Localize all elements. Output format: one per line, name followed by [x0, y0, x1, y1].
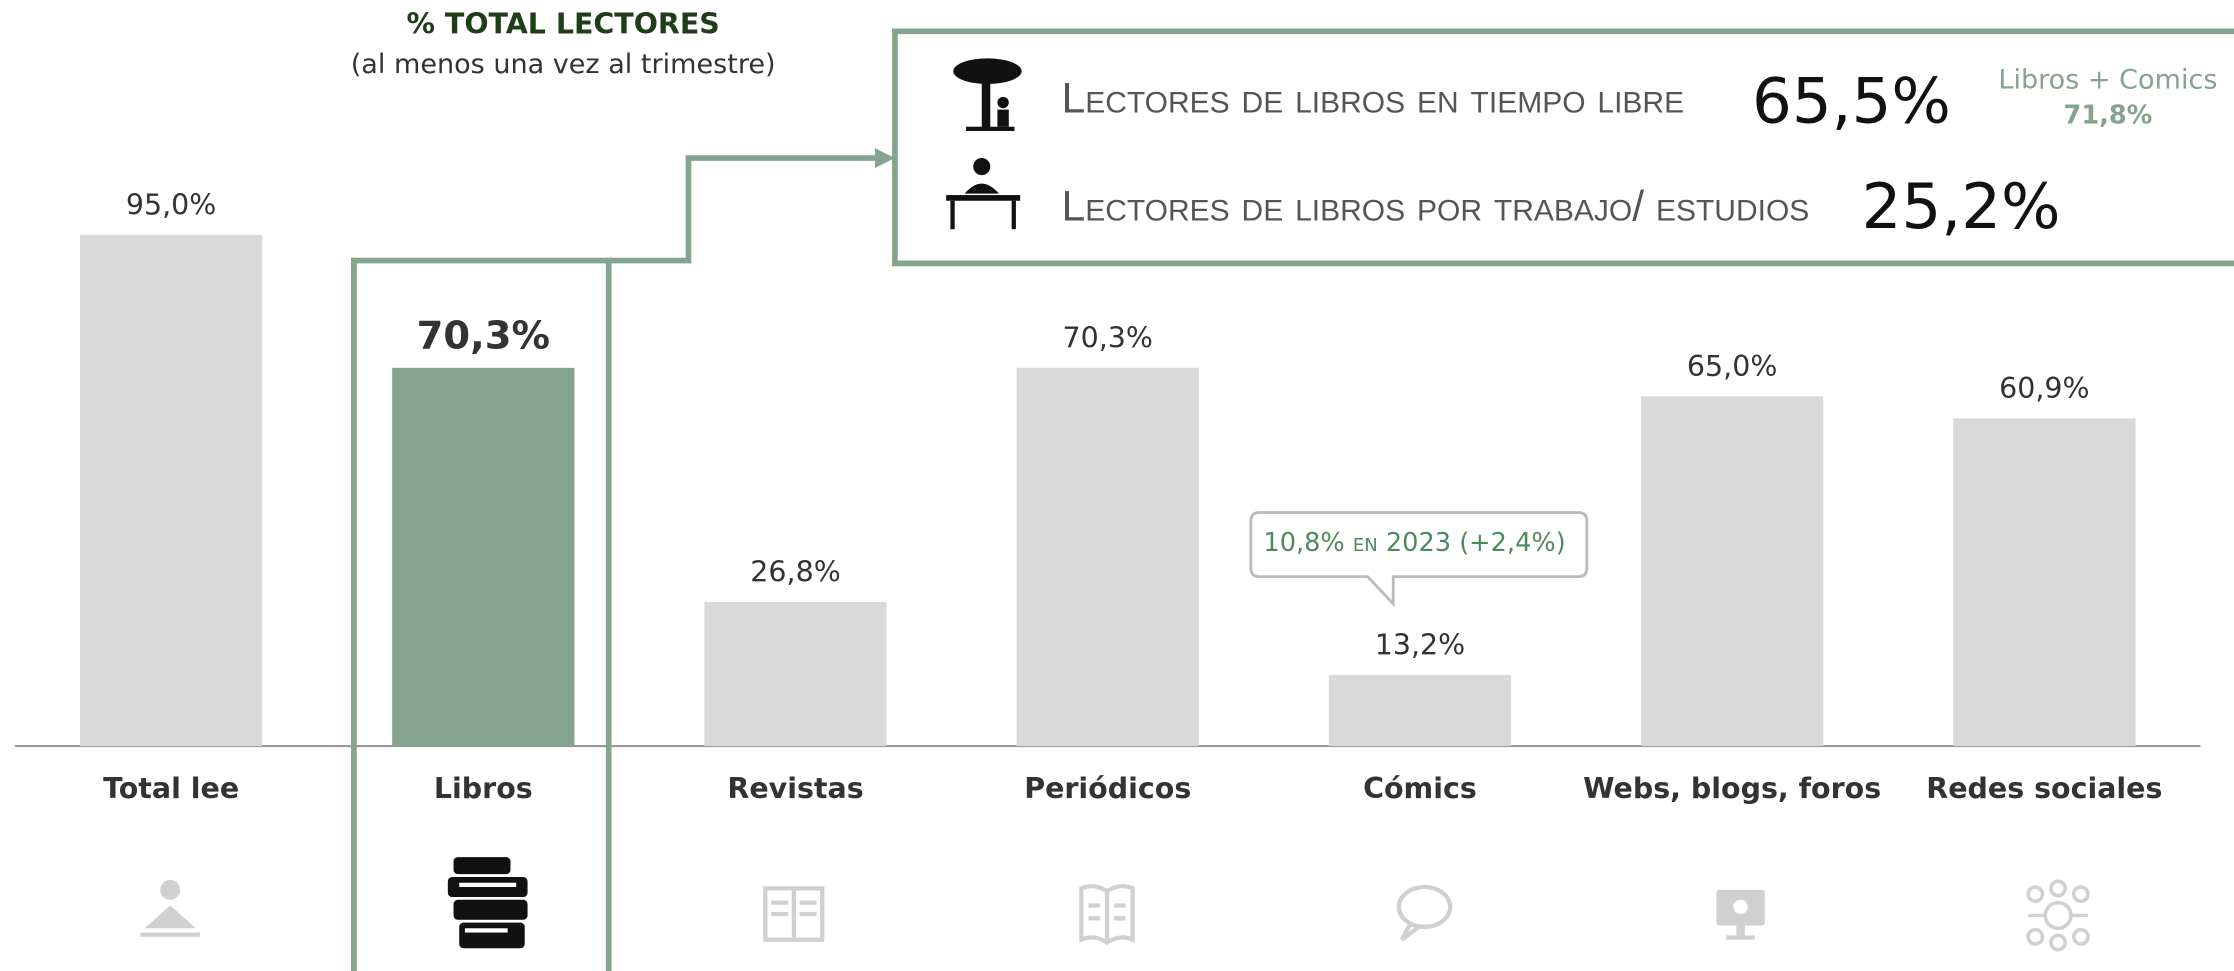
chart-title: % TOTAL LECTORES — [406, 8, 719, 41]
social-icon — [2026, 879, 2090, 952]
desk-reader-icon — [946, 158, 1021, 230]
value-label: 65,0% — [1687, 350, 1777, 383]
chart-subtitle: (al menos una vez al trimestre) — [351, 49, 776, 80]
bar — [1641, 396, 1824, 747]
bar — [1016, 367, 1199, 747]
value-label: 95,0% — [126, 188, 216, 221]
leisure-value: 65,5% — [1752, 64, 1951, 137]
info-box — [892, 28, 2234, 267]
value-label: 60,9% — [1999, 372, 2089, 405]
callout-bubble — [1249, 511, 1589, 608]
connector — [608, 155, 881, 264]
bar — [79, 234, 263, 747]
value-label: 70,3% — [417, 313, 550, 358]
callout-text: 10,8% en 2023 (+2,4%) — [1263, 528, 1565, 558]
combined-label: Libros + Comics — [1998, 65, 2217, 96]
connector-arrow — [874, 148, 895, 169]
bar — [392, 367, 575, 747]
newspaper-icon — [1079, 884, 1135, 946]
value-label: 70,3% — [1063, 321, 1153, 354]
highlight-frame — [351, 257, 612, 971]
x-tick-label: Total lee — [103, 772, 239, 805]
combined-value: 71,8% — [2064, 101, 2153, 131]
x-tick-label: Redes sociales — [1926, 772, 2162, 805]
web-icon — [1716, 889, 1765, 940]
x-tick-label: Cómics — [1363, 772, 1477, 805]
bar — [704, 601, 887, 747]
x-tick-label: Libros — [434, 772, 533, 805]
magazine-icon — [763, 886, 825, 942]
reader-icon — [140, 879, 201, 937]
work-value: 25,2% — [1862, 170, 2061, 243]
bar — [1953, 418, 2136, 747]
leisure-label: Lectores de libros en tiempo libre — [1061, 74, 1684, 122]
x-tick-label: Periódicos — [1024, 772, 1191, 805]
x-tick-label: Webs, blogs, foros — [1583, 772, 1881, 805]
value-label: 26,8% — [750, 555, 840, 588]
speech-icon — [1396, 884, 1453, 942]
value-label: 13,2% — [1375, 629, 1465, 662]
work-label: Lectores de libros por trabajo/ estudios — [1061, 183, 1809, 231]
tree-reader-icon — [953, 58, 1022, 131]
books-icon — [447, 857, 528, 949]
bar — [1328, 675, 1512, 747]
x-tick-label: Revistas — [727, 772, 863, 805]
